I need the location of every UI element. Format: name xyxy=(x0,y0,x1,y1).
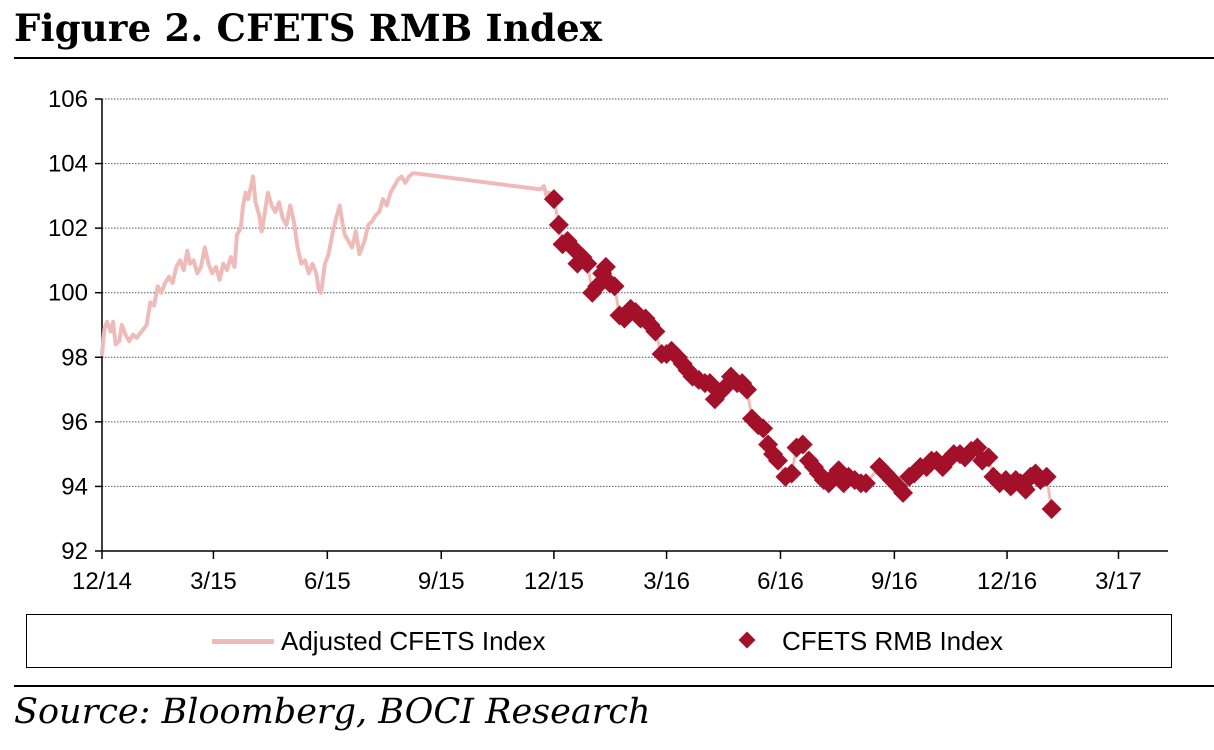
x-tick-label: 3/17 xyxy=(1095,568,1142,595)
figure-title: Figure 2. CFETS RMB Index xyxy=(14,6,603,50)
y-tick-label: 92 xyxy=(61,538,88,565)
y-tick-label: 100 xyxy=(48,280,88,307)
y-tick-label: 106 xyxy=(48,86,88,113)
source-note: Source: Bloomberg, BOCI Research xyxy=(14,692,651,732)
data-point-diamond xyxy=(577,253,598,274)
x-tick-label: 9/16 xyxy=(871,568,918,595)
x-tick-label: 12/16 xyxy=(977,568,1037,595)
data-point-diamond xyxy=(543,189,564,210)
legend-diamond-swatch xyxy=(738,631,756,649)
data-point-diamond xyxy=(625,302,646,323)
data-point-diamond xyxy=(572,247,593,268)
chart-legend: Adjusted CFETS Index CFETS RMB Index xyxy=(26,614,1172,668)
x-tick-label: 12/15 xyxy=(524,568,584,595)
y-tick-label: 98 xyxy=(61,344,88,371)
x-tick-label: 3/16 xyxy=(643,568,690,595)
data-point-diamond xyxy=(614,308,635,329)
legend-line-swatch xyxy=(212,639,274,644)
data-point-diamond xyxy=(1041,499,1062,520)
data-point-diamond xyxy=(548,214,569,235)
x-tick-label: 12/14 xyxy=(72,568,132,595)
data-point-diamond xyxy=(1036,466,1057,487)
data-point-diamond xyxy=(978,447,999,468)
data-point-diamond xyxy=(855,473,876,494)
axes xyxy=(95,98,1168,559)
data-point-diamond xyxy=(595,256,616,277)
data-point-diamond xyxy=(781,463,802,484)
data-point-diamond xyxy=(737,379,758,400)
data-point-diamond xyxy=(768,450,788,471)
legend-label-cfets: CFETS RMB Index xyxy=(782,626,1004,656)
data-point-diamond xyxy=(893,482,914,503)
data-point-diamond xyxy=(604,276,625,297)
legend-label-adjusted: Adjusted CFETS Index xyxy=(281,626,546,656)
data-point-diamond xyxy=(792,434,813,455)
y-tick-label: 96 xyxy=(61,409,88,436)
x-tick-label: 9/15 xyxy=(418,568,465,595)
x-tick-label: 3/15 xyxy=(190,568,237,595)
x-tick-label: 6/16 xyxy=(757,568,804,595)
series-line-adjusted-cfets xyxy=(100,171,556,357)
y-tick-labels: 92 94 96 98 100 102 104 106 xyxy=(48,86,88,565)
gridlines xyxy=(102,98,1168,487)
data-point-diamond xyxy=(753,418,774,439)
data-series xyxy=(100,171,1062,520)
y-tick-label: 102 xyxy=(48,215,88,242)
x-tick-labels: 12/14 3/15 6/15 9/15 12/15 3/16 6/16 9/16 12/16 3… xyxy=(72,568,1142,595)
source-rule xyxy=(14,685,1214,687)
data-point-diamond xyxy=(645,321,666,342)
y-tick-label: 94 xyxy=(61,473,88,500)
y-tick-label: 104 xyxy=(48,151,88,178)
title-rule xyxy=(14,57,1214,59)
x-tick-label: 6/15 xyxy=(304,568,351,595)
